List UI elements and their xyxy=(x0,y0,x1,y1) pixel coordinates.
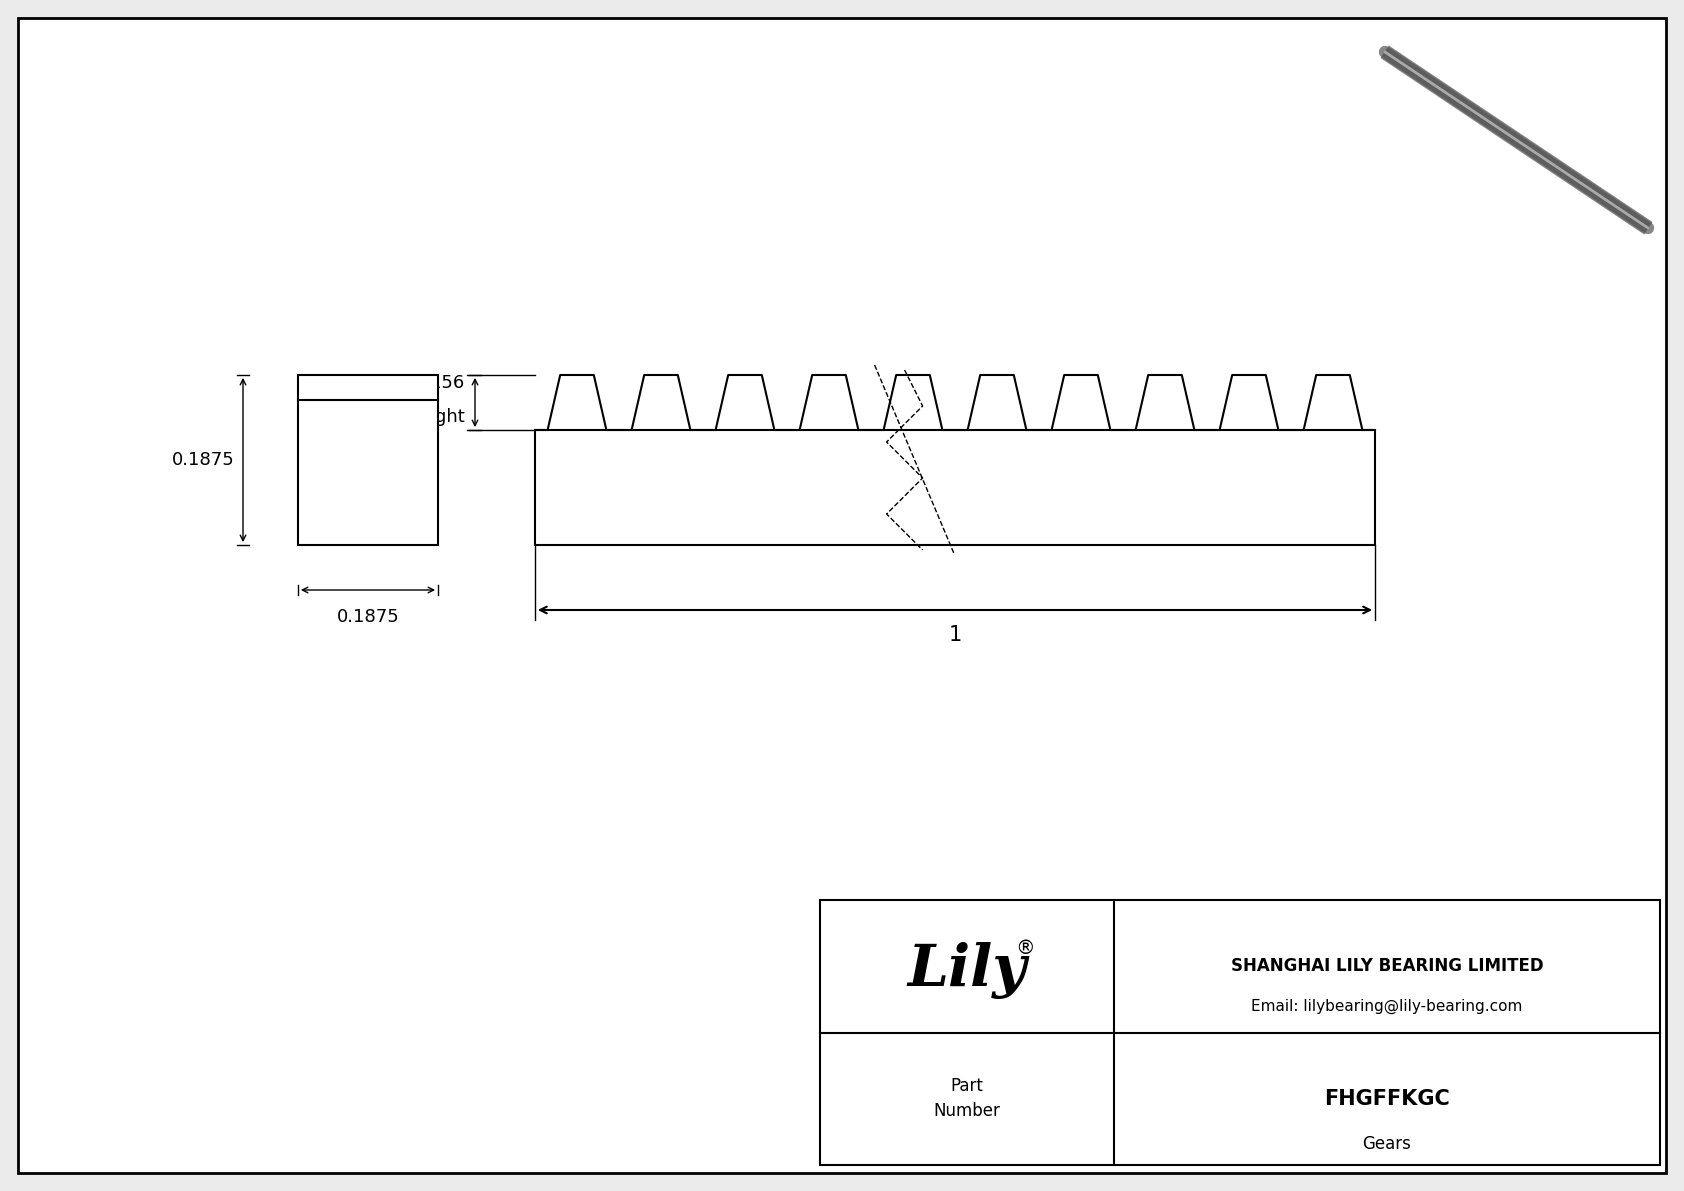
Bar xyxy=(536,430,1376,545)
Text: 0.1875: 0.1875 xyxy=(337,607,399,626)
Text: 0.156: 0.156 xyxy=(414,374,465,393)
Text: 1: 1 xyxy=(948,625,962,646)
Bar xyxy=(820,900,1660,1165)
Text: ®: ® xyxy=(1015,939,1034,958)
Bar xyxy=(298,375,438,545)
Text: FHGFFKGC: FHGFFKGC xyxy=(1324,1089,1450,1109)
Text: SHANGHAI LILY BEARING LIMITED: SHANGHAI LILY BEARING LIMITED xyxy=(1231,958,1543,975)
Text: Potch Height: Potch Height xyxy=(350,407,465,425)
Text: Email: lilybearing@lily-bearing.com: Email: lilybearing@lily-bearing.com xyxy=(1251,998,1522,1014)
Text: Gears: Gears xyxy=(1362,1135,1411,1153)
Text: Lily: Lily xyxy=(908,942,1027,999)
Text: 0.1875: 0.1875 xyxy=(172,451,236,469)
Text: Part
Number: Part Number xyxy=(933,1077,1000,1121)
